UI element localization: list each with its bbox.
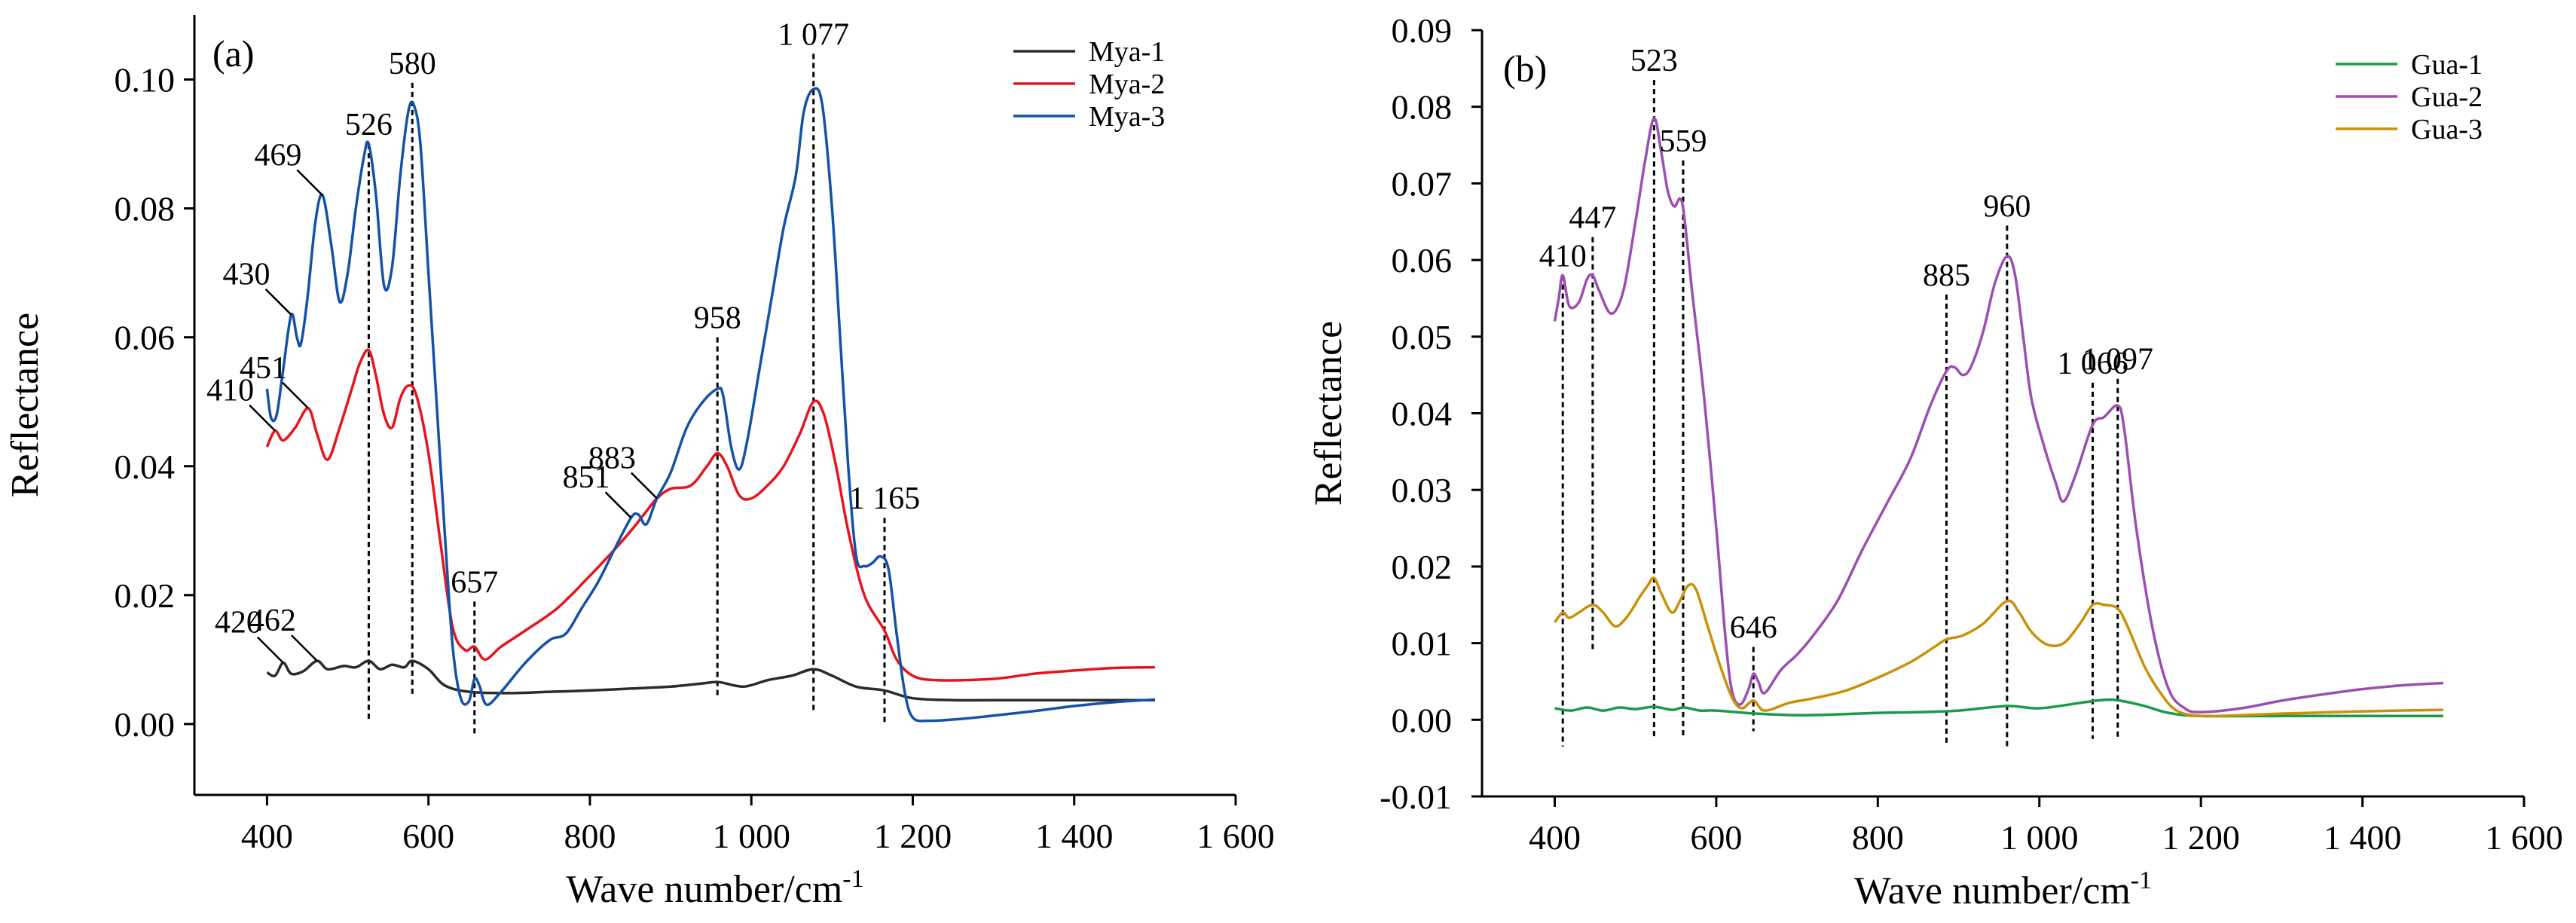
- peak-label: 523: [1630, 44, 1678, 78]
- series-line-Gua-1: [1554, 698, 2443, 718]
- y-axis-label: Reflectance: [1307, 321, 1350, 506]
- peak-leader-line: [604, 491, 632, 519]
- peak-label: 580: [389, 47, 436, 81]
- peak-label: 410: [206, 374, 254, 408]
- series-line-Mya-1: [266, 659, 1155, 702]
- legend-label: Gua-2: [2411, 81, 2483, 113]
- x-tick-label: 600: [402, 817, 454, 855]
- peak-leader-line: [290, 634, 318, 662]
- peak-label: 885: [1923, 258, 1970, 293]
- peak-label: 447: [1569, 201, 1616, 236]
- y-tick-label: -0.01: [1380, 778, 1452, 816]
- series-line-Mya-2: [265, 348, 1155, 682]
- legend-label: Mya-1: [1089, 36, 1165, 68]
- x-tick-label: 600: [1690, 818, 1742, 857]
- series-line-Gua-3: [1554, 576, 2443, 718]
- series-line-Mya-3: [265, 87, 1155, 723]
- peak-leader-line: [296, 169, 324, 197]
- x-tick-label: 400: [241, 817, 293, 855]
- peak-label: 420: [215, 606, 262, 640]
- peak-label: 430: [223, 258, 270, 292]
- x-tick-label: 1 600: [2485, 818, 2563, 857]
- peak-label: 958: [694, 301, 741, 336]
- series-line-Gua-2: [1553, 117, 2443, 714]
- x-tick-label: 800: [1852, 818, 1904, 857]
- y-tick-label: 0.01: [1392, 625, 1453, 663]
- y-tick-label: 0.06: [115, 319, 176, 357]
- panel-label: (a): [212, 32, 255, 75]
- y-axis-label: Reflectance: [4, 313, 47, 497]
- y-tick-label: 0.10: [115, 61, 176, 99]
- panel-label: (b): [1503, 47, 1547, 90]
- peak-label: 657: [451, 565, 498, 600]
- y-tick-label: 0.00: [115, 705, 176, 744]
- x-tick-label: 1 400: [1035, 817, 1114, 855]
- y-tick-label: 0.06: [1392, 241, 1453, 280]
- peak-label: 451: [240, 351, 287, 386]
- x-tick-label: 1 400: [2324, 818, 2402, 857]
- y-tick-label: 0.00: [1392, 701, 1453, 739]
- x-tick-label: 800: [564, 817, 616, 855]
- peak-label: 883: [588, 442, 636, 476]
- y-tick-label: 0.04: [1392, 395, 1453, 433]
- peak-leader-line: [256, 636, 284, 664]
- legend-label: Mya-2: [1089, 69, 1165, 100]
- y-tick-label: 0.02: [115, 576, 176, 615]
- peak-label: 1 077: [778, 17, 849, 52]
- y-tick-label: 0.04: [115, 448, 176, 486]
- x-axis-label: Wave number/cm-1: [566, 865, 863, 911]
- peak-label: 559: [1659, 124, 1707, 159]
- peak-leader-line: [264, 288, 292, 316]
- peak-label: 410: [1539, 239, 1587, 274]
- y-tick-label: 0.03: [1392, 471, 1453, 509]
- legend-label: Gua-1: [2411, 49, 2483, 81]
- x-tick-label: 1 200: [874, 817, 952, 855]
- y-tick-label: 0.09: [1392, 11, 1453, 50]
- y-tick-label: 0.07: [1392, 164, 1453, 203]
- x-tick-label: 1 600: [1196, 817, 1275, 855]
- chart-panel-1: 400 600 800 1 000 1 200 1 400 1 600 0.00 0.02 0.0…: [4, 15, 1275, 911]
- peak-label: 1 097: [2082, 343, 2153, 377]
- x-tick-label: 1 000: [712, 817, 790, 855]
- peak-label: 851: [563, 460, 610, 495]
- x-axis-label: Wave number/cm-1: [1854, 866, 2152, 912]
- peak-leader-line: [282, 381, 309, 409]
- legend-label: Mya-3: [1089, 101, 1165, 133]
- chart-panel-2: 400 600 800 1 000 1 200 1 400 1 600 -0.01 0.00 0.…: [1307, 11, 2563, 912]
- y-tick-label: 0.08: [115, 190, 176, 228]
- y-tick-label: 0.02: [1392, 548, 1453, 586]
- peak-label: 1 066: [2057, 347, 2128, 381]
- peak-leader-line: [249, 404, 277, 432]
- peak-label: 462: [249, 604, 296, 638]
- peak-label: 960: [1983, 189, 2031, 224]
- y-tick-label: 0.08: [1392, 88, 1453, 127]
- x-tick-label: 1 000: [2000, 818, 2079, 857]
- y-tick-label: 0.05: [1392, 318, 1453, 356]
- peak-label: 646: [1730, 611, 1777, 646]
- x-tick-label: 1 200: [2162, 818, 2240, 857]
- x-tick-label: 400: [1529, 818, 1581, 857]
- legend-label: Gua-3: [2411, 114, 2483, 145]
- peak-label: 526: [345, 108, 393, 142]
- peak-label: 1 165: [849, 481, 921, 516]
- peak-label: 469: [254, 139, 301, 173]
- peak-leader-line: [630, 472, 658, 500]
